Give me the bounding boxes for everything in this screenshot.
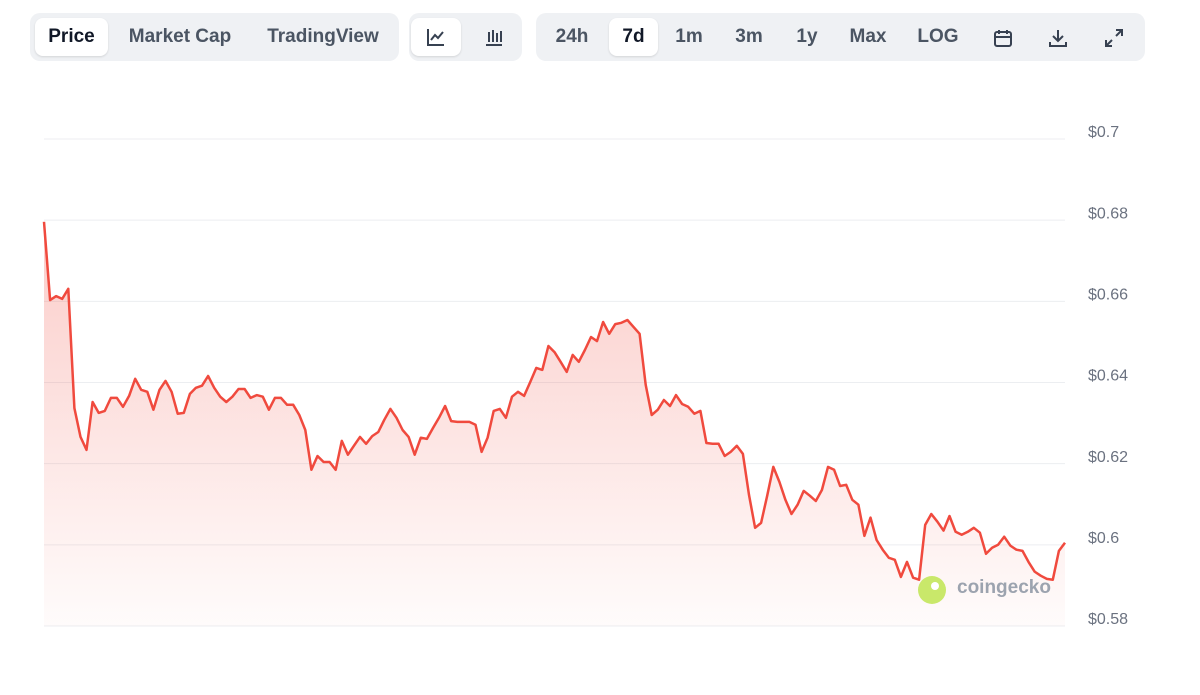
tab[interactable]: 1y (796, 26, 818, 47)
line-button[interactable] (411, 18, 461, 56)
price-line (42, 221, 1066, 581)
tab[interactable]: 3m (735, 26, 763, 47)
tab[interactable]: 1m (675, 26, 703, 47)
gecko-logo (918, 576, 946, 604)
chart-style (409, 13, 522, 61)
y-tick-label: $0.64 (1088, 368, 1128, 385)
view-tabs: Price Market Cap TradingView (30, 13, 399, 61)
area-fill (44, 221, 1065, 627)
calendar-icon[interactable] (992, 27, 1014, 49)
tab[interactable]: Max (849, 26, 887, 47)
tab[interactable]: Price (35, 18, 108, 56)
y-tick-label: $0.66 (1088, 287, 1128, 304)
y-tick-label: $0.68 (1088, 205, 1128, 222)
line-icon (427, 29, 444, 46)
y-tick-label: $0.7 (1088, 124, 1119, 141)
tab[interactable]: LOG (917, 26, 959, 47)
range-tabs: 24h 7d 1m 3m 1y Max LOG (536, 13, 1145, 61)
plot (42, 221, 1066, 627)
y-tick-label: $0.6 (1088, 530, 1119, 547)
gecko-eye (931, 582, 939, 590)
watermark-text: coingecko (957, 577, 1051, 598)
tab[interactable]: TradingView (267, 26, 379, 47)
tab[interactable]: 24h (555, 26, 589, 47)
candle-icon (486, 30, 502, 46)
tab[interactable]: Market Cap (128, 26, 232, 47)
tab[interactable]: 7d (609, 18, 658, 56)
download-icon[interactable] (1047, 27, 1069, 49)
candle-button[interactable] (469, 18, 519, 56)
y-tick-label: $0.58 (1088, 611, 1128, 628)
watermark: coingecko (918, 576, 1051, 604)
expand-icon[interactable] (1103, 27, 1125, 49)
y-tick-label: $0.62 (1088, 449, 1128, 466)
